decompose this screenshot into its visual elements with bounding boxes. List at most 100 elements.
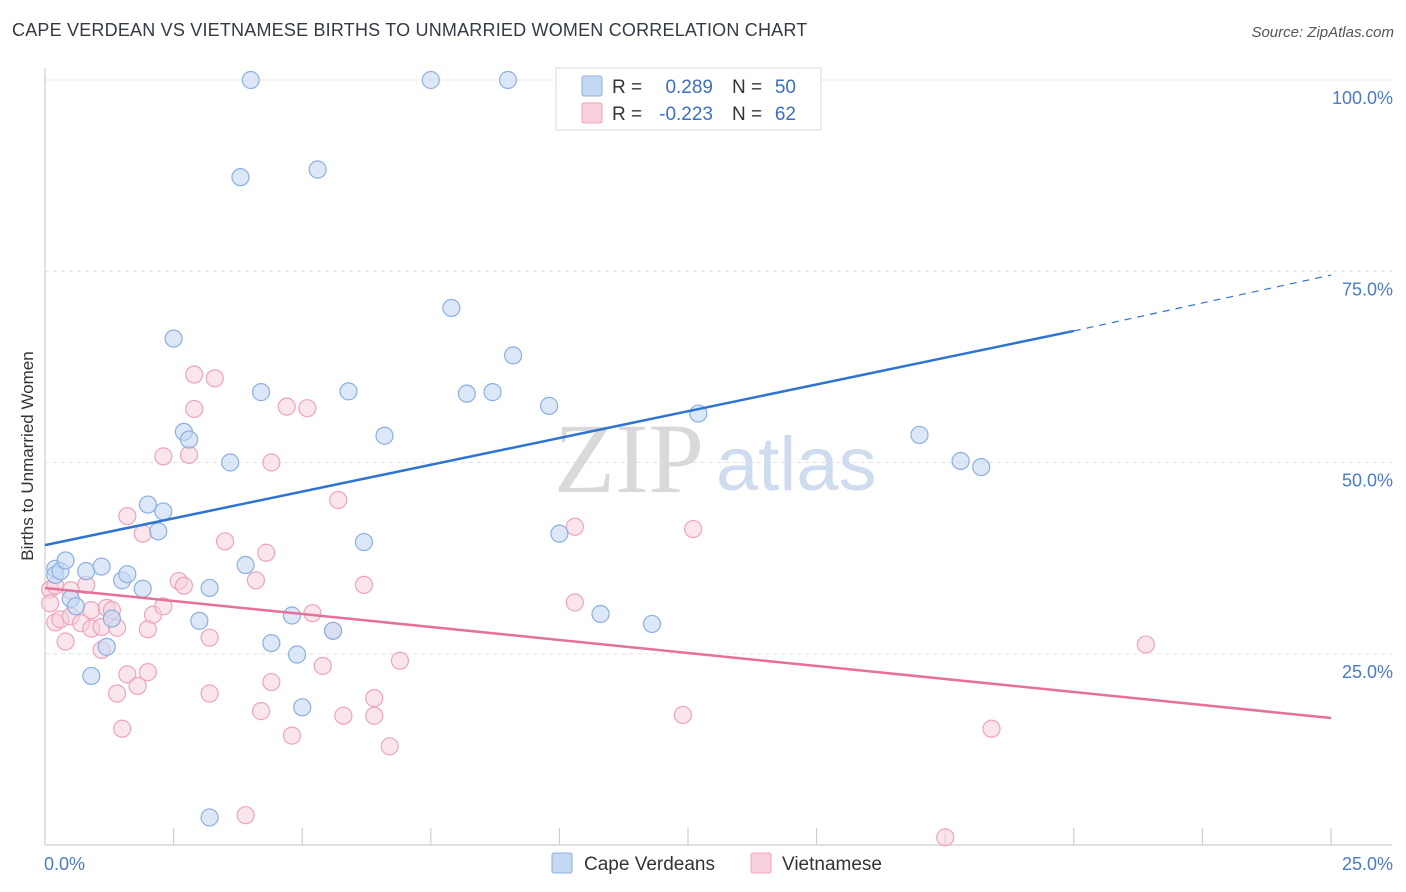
cape-verdean-point: [339, 382, 358, 401]
source-label: Source: ZipAtlas.com: [1251, 24, 1394, 41]
cape-verdean-point: [375, 426, 394, 445]
cape-verdean-point: [231, 168, 250, 187]
vietnamese-point: [365, 689, 384, 708]
vietnamese-points: [41, 365, 1155, 847]
vietnamese-point: [215, 532, 235, 551]
vietnamese-point: [154, 597, 173, 616]
cape-verdean-point: [540, 396, 559, 415]
cape-verdean-point: [442, 298, 461, 318]
cape-verdean-point: [282, 606, 302, 625]
vietnamese-point: [282, 726, 302, 745]
vietnamese-point: [200, 628, 219, 647]
vietnamese-point: [565, 593, 584, 612]
series-label-vietnamese: Vietnamese: [782, 854, 882, 875]
cape-verdean-point: [951, 451, 970, 471]
chart-title: CAPE VERDEAN VS VIETNAMESE BIRTHS TO UNM…: [12, 20, 808, 40]
cape-verdean-point: [262, 633, 281, 653]
vietnamese-point: [982, 719, 1001, 738]
vietnamese-trend-line: [44, 586, 1332, 720]
vietnamese-point: [298, 399, 317, 418]
cape-verdean-point: [236, 555, 255, 575]
cape-verdean-point: [97, 637, 116, 656]
cape-verdean-point: [77, 562, 96, 581]
cape-verdean-point: [504, 346, 523, 365]
vietnamese-point: [380, 737, 399, 756]
vietnamese-point: [329, 490, 348, 510]
vietnamese-point: [262, 672, 281, 692]
vietnamese-point: [936, 828, 955, 847]
vietnamese-point: [251, 702, 271, 721]
vietnamese-point: [246, 571, 266, 590]
vietnamese-point: [128, 676, 147, 695]
legend-r-value-2: -0.223: [659, 104, 713, 125]
cape-verdean-point: [66, 597, 85, 616]
legend-n-label-1: N =: [732, 77, 762, 98]
x-tick-label-max: 25.0%: [1342, 854, 1393, 874]
legend-n-value-1: 50: [775, 77, 796, 98]
vietnamese-point: [82, 601, 101, 620]
legend-n-value-2: 62: [775, 104, 796, 125]
x-tick-label-min: 0.0%: [44, 854, 85, 874]
y-tick-labels: 100.0% 75.0% 50.0% 25.0%: [1332, 88, 1393, 682]
vietnamese-point: [684, 519, 703, 539]
vietnamese-point: [154, 447, 173, 466]
vietnamese-point: [185, 399, 204, 419]
legend-r-label-2: R =: [612, 104, 642, 125]
vietnamese-point: [334, 706, 353, 725]
vietnamese-point: [673, 705, 692, 725]
cape-verdean-point: [483, 383, 502, 402]
legend-swatch-blue: [581, 75, 603, 97]
vietnamese-point: [113, 719, 132, 738]
vietnamese-point: [174, 576, 193, 595]
cape-verdean-point: [164, 329, 183, 348]
vietnamese-point: [205, 369, 224, 388]
trend-lines: [44, 274, 1332, 720]
vietnamese-point: [41, 594, 60, 613]
vietnamese-point: [118, 506, 137, 526]
legend-n-label-2: N =: [732, 104, 762, 125]
cape-verdean-trend-extension: [1073, 274, 1332, 332]
vietnamese-point: [138, 663, 157, 682]
cape-verdean-point: [138, 495, 157, 514]
cape-verdean-point: [154, 502, 173, 521]
y-tick-label: 25.0%: [1342, 662, 1393, 682]
vietnamese-point: [262, 453, 281, 472]
x-ticks: [173, 828, 1332, 845]
y-tick-label: 100.0%: [1332, 88, 1393, 108]
watermark-atlas: atlas: [716, 422, 877, 507]
series-label-cape-verdeans: Cape Verdeans: [584, 854, 715, 875]
vietnamese-point: [133, 524, 152, 543]
cape-verdean-point: [56, 551, 75, 570]
cape-verdean-point: [591, 604, 610, 624]
vietnamese-point: [277, 397, 296, 416]
cape-verdean-point: [241, 70, 260, 90]
cape-verdean-point: [179, 430, 199, 449]
cape-verdean-point: [498, 70, 518, 90]
series-legend: Cape Verdeans Vietnamese: [551, 852, 882, 875]
vietnamese-point: [257, 543, 276, 562]
cape-verdean-trend-line: [44, 329, 1075, 547]
vietnamese-point: [118, 665, 137, 684]
vietnamese-point: [313, 656, 332, 676]
cape-verdean-point: [457, 384, 476, 403]
correlation-legend: R = 0.289 N = 50 R = -0.223 N = 62: [555, 67, 822, 131]
cape-verdean-point: [251, 383, 271, 402]
cape-verdean-point: [190, 611, 209, 630]
vietnamese-point: [56, 632, 75, 651]
legend-swatch-pink: [581, 102, 603, 124]
legend-r-value-1: 0.289: [665, 77, 713, 98]
y-tick-label: 50.0%: [1342, 471, 1393, 491]
cape-verdean-point: [287, 645, 307, 664]
vietnamese-point: [565, 517, 584, 536]
cape-verdean-point: [550, 524, 569, 543]
cape-verdean-point: [421, 70, 440, 90]
vietnamese-point: [1136, 635, 1155, 654]
cape-verdean-point: [323, 621, 343, 640]
cape-verdean-point: [82, 666, 101, 686]
cape-verdean-point: [293, 698, 312, 717]
vietnamese-point: [365, 706, 384, 725]
y-tick-label: 75.0%: [1342, 279, 1393, 299]
vietnamese-point: [107, 684, 127, 703]
cape-verdean-point: [354, 532, 374, 552]
